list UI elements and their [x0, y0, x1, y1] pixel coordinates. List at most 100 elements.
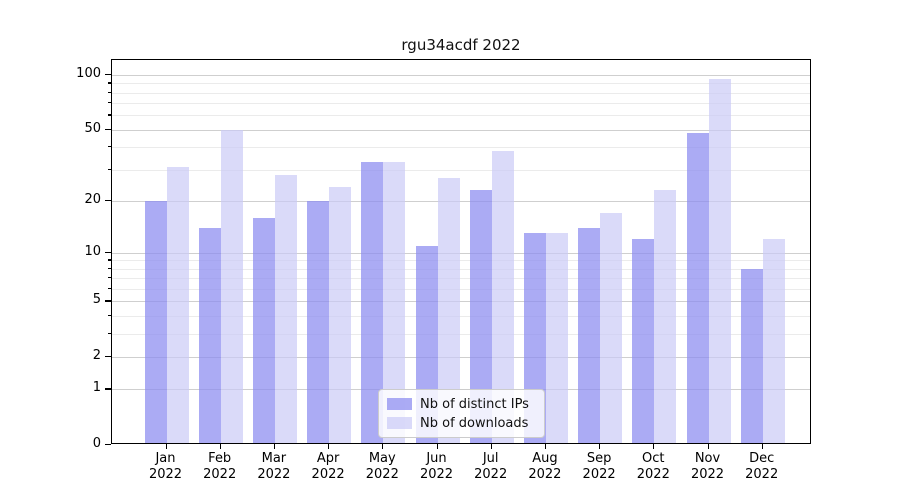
x-tick-label-month: Dec: [749, 451, 775, 466]
x-tick-label-year: 2022: [365, 467, 399, 482]
x-tick-mark: [328, 444, 330, 449]
x-tick-label-month: Jan: [155, 451, 176, 466]
bar-downloads-jun: [437, 177, 460, 443]
bar-downloads-sep: [600, 213, 623, 443]
x-tick-label-year: 2022: [311, 467, 345, 482]
y-tick-label: 50: [84, 120, 101, 136]
bar-downloads-aug: [545, 233, 568, 443]
gridline-minor: [112, 169, 810, 171]
x-tick-label-month: Aug: [532, 451, 558, 466]
x-tick-label-year: 2022: [690, 467, 725, 482]
x-tick-mark: [382, 444, 384, 449]
x-tick-label-year: 2022: [745, 467, 779, 482]
bar-distinct-ips-oct: [632, 239, 655, 443]
gridline-major: [112, 200, 810, 202]
bar-distinct-ips-may: [361, 162, 384, 443]
bar-downloads-jul: [491, 151, 514, 443]
x-tick-mark: [707, 444, 709, 449]
gridline-major: [112, 301, 810, 303]
x-tick-label: Dec 2022: [730, 451, 794, 483]
x-tick-label-year: 2022: [528, 467, 562, 482]
x-tick-label-month: Feb: [208, 451, 232, 466]
x-tick-label: Jan 2022: [134, 451, 198, 483]
x-tick-label-month: Jun: [426, 451, 447, 466]
bar-downloads-jan: [166, 167, 189, 443]
gridline-major: [112, 75, 810, 76]
gridline-major: [112, 356, 810, 358]
y-tick-mark: [105, 444, 111, 446]
x-tick-label-month: Oct: [642, 451, 665, 466]
gridline-minor: [112, 268, 810, 270]
y-tick-label: 2: [92, 347, 101, 363]
bar-distinct-ips-feb: [198, 227, 221, 443]
bar-distinct-ips-sep: [578, 227, 601, 443]
x-tick-label-year: 2022: [148, 467, 183, 482]
x-tick-label: Aug 2022: [513, 451, 577, 483]
y-tick-label: 10: [84, 243, 101, 259]
x-tick-label-month: Jul: [482, 451, 499, 466]
gridline-minor: [112, 103, 810, 105]
x-tick-label-year: 2022: [419, 467, 454, 482]
x-tick-mark: [273, 444, 276, 449]
chart-title: rgu34acdf 2022: [401, 36, 521, 54]
gridline-minor: [112, 83, 810, 85]
bar-downloads-apr: [329, 186, 352, 443]
x-tick-label: May 2022: [350, 451, 414, 483]
bar-downloads-oct: [654, 190, 677, 443]
x-tick-label-year: 2022: [203, 467, 237, 482]
x-tick-label: Oct 2022: [621, 451, 685, 483]
gridline-major: [112, 129, 810, 131]
x-tick-label-month: Mar: [261, 451, 287, 466]
legend-swatch-distinct-ips-icon: [387, 398, 412, 410]
bar-downloads-dec: [762, 239, 785, 443]
x-tick-mark: [761, 444, 763, 449]
x-tick-mark: [490, 444, 492, 449]
x-tick-label: Jun 2022: [405, 451, 469, 483]
plot-area: [111, 59, 811, 444]
x-tick-label-year: 2022: [474, 467, 508, 482]
x-tick-label-month: May: [368, 451, 396, 466]
x-tick-label-month: Apr: [316, 451, 340, 466]
gridline-minor: [112, 92, 810, 94]
y-tick-label: 1: [92, 380, 101, 396]
y-tick-label: 0: [92, 436, 101, 451]
legend-swatch-downloads-icon: [387, 417, 412, 429]
x-tick-label: Apr 2022: [296, 451, 360, 483]
bar-distinct-ips-dec: [740, 268, 763, 443]
x-tick-mark: [653, 444, 655, 449]
legend: Nb of distinct IPs Nb of downloads: [378, 389, 545, 438]
bar-downloads-feb: [220, 129, 243, 443]
y-tick-label: 5: [92, 292, 101, 308]
x-tick-mark: [436, 444, 438, 449]
legend-row-distinct-ips: Nb of distinct IPs: [387, 397, 536, 412]
bar-distinct-ips-jul: [469, 190, 492, 443]
x-tick-mark: [599, 444, 601, 449]
x-tick-mark: [165, 444, 167, 449]
legend-label-downloads: Nb of downloads: [420, 415, 529, 431]
gridline-minor: [112, 115, 810, 117]
y-tick-label: 20: [84, 191, 101, 207]
gridline-minor: [112, 333, 810, 335]
x-tick-mark: [544, 444, 547, 449]
y-tick-label: 100: [76, 66, 101, 81]
gridline-minor: [112, 147, 810, 149]
x-tick-label: Jul 2022: [459, 451, 523, 483]
bar-distinct-ips-jan: [144, 200, 167, 443]
gridline-major: [112, 252, 810, 254]
x-tick-label: Nov 2022: [676, 451, 740, 483]
x-tick-label-year: 2022: [257, 467, 291, 482]
gridline-minor: [112, 288, 810, 290]
x-tick-label-year: 2022: [636, 467, 670, 482]
x-tick-label-year: 2022: [582, 467, 616, 482]
gridline-minor: [112, 278, 810, 280]
legend-label-distinct-ips: Nb of distinct IPs: [420, 396, 529, 412]
x-tick-label: Mar 2022: [242, 451, 306, 483]
bar-downloads-nov: [708, 79, 731, 443]
bar-downloads-may: [383, 162, 406, 443]
x-tick-label: Feb 2022: [188, 451, 252, 483]
x-tick-label-month: Sep: [586, 451, 612, 466]
gridline-minor: [112, 260, 810, 262]
x-tick-label: Sep 2022: [567, 451, 631, 483]
x-tick-label-month: Nov: [694, 451, 721, 466]
